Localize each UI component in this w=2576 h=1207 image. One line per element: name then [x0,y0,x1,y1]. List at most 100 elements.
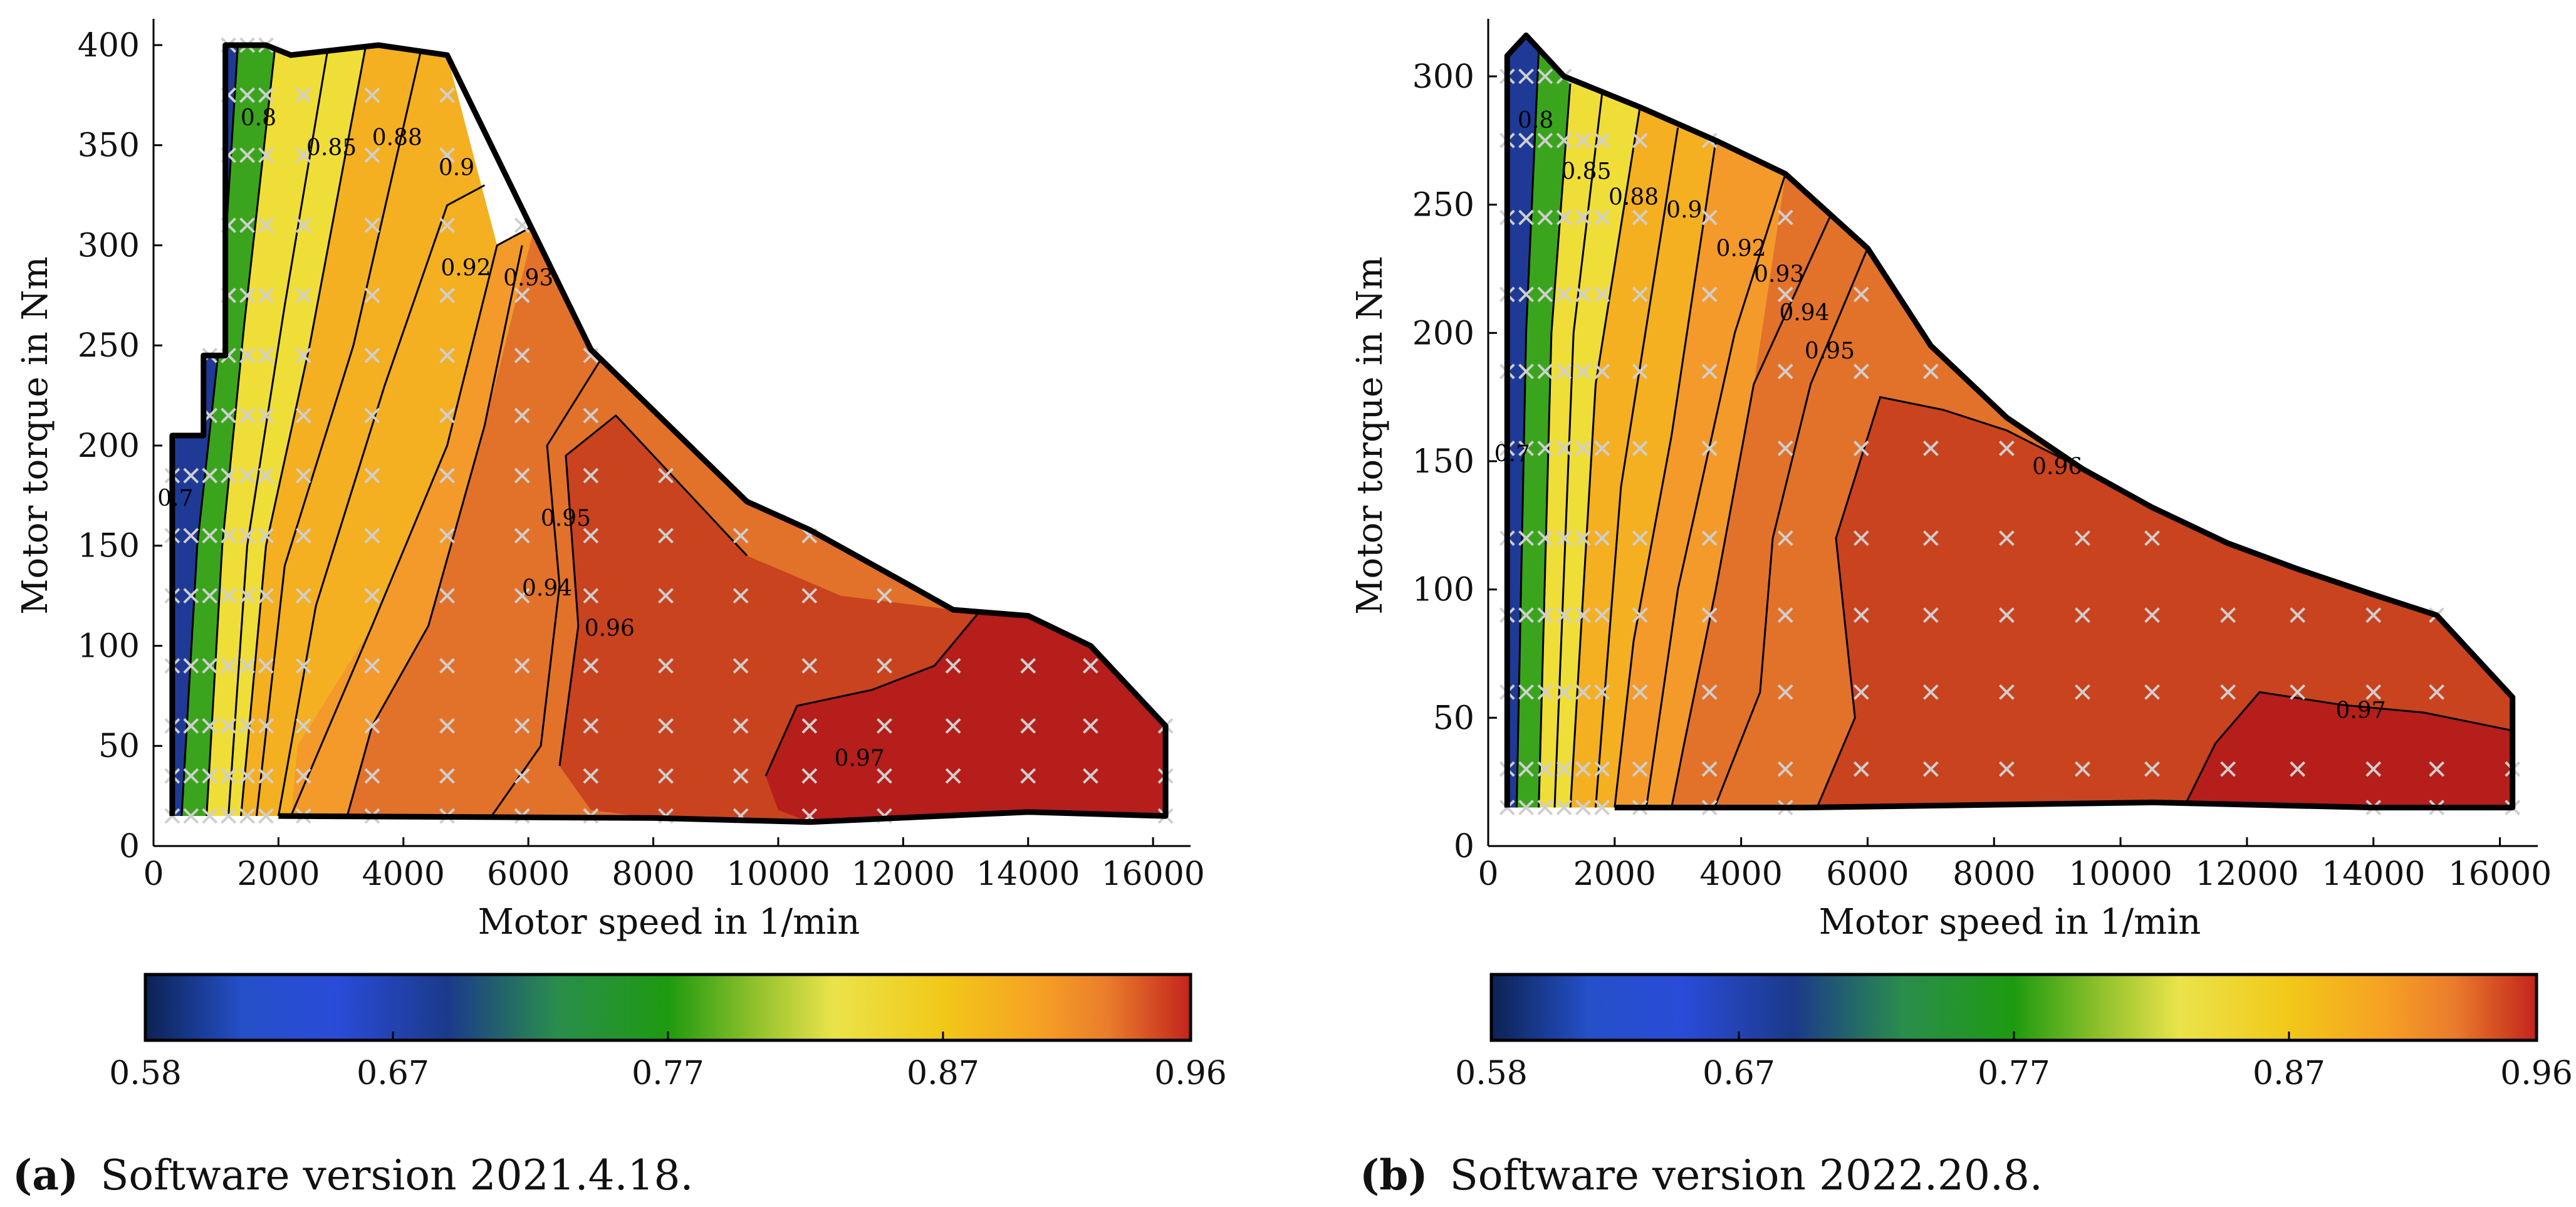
panel-a-x-tick-label: 6000 [487,855,570,893]
panel-a-sample-point [514,287,530,303]
panel-b-sample-point [1556,286,1572,303]
panel-b-sample-point [1518,530,1534,546]
panel-b-x-tick-label: 8000 [1953,855,2035,893]
panel-b-contour-0.85 [1553,94,1603,808]
panel-a-x-tick-label: 16000 [1101,855,1204,893]
panel-a-sample-point [1083,718,1098,734]
panel-b-contour-label-0.88: 0.88 [1609,185,1659,211]
panel-b-x-tick-label: 16000 [2448,855,2552,893]
panel-b-sample-point [1701,761,1718,777]
panel-a-contour-0.96 [558,414,748,766]
panel-b-sample-point [1853,530,1869,546]
panel-a-sample-point [221,468,237,484]
panel-b-sample-point [1594,761,1610,777]
panel-b-region-0.97 [2184,692,2513,808]
panel-b-sample-point [1999,530,2015,546]
panel-a-sample-point [658,528,674,544]
panel-a-sample-point [514,718,530,734]
panel-a-sample-point [364,287,380,303]
panel-a-sample-point [221,768,237,784]
panel-a-sample-point [239,718,255,734]
panel-b-sample-point [1537,441,1553,456]
panel-b-sample-point [1632,684,1648,700]
panel-b-sample-point [1777,363,1793,380]
panel-a-sample-point [439,528,455,544]
panel-a-x-tick-label: 10000 [726,855,830,893]
panel-a-sample-point [258,407,274,424]
panel-b-sample-point [1537,68,1553,85]
panel-a-sample-point [202,808,218,824]
panel-a-sample-point [239,147,255,164]
panel-a-sample-point [258,468,274,484]
panel-a-sample-point [945,768,961,784]
panel-b-sample-point [1575,441,1591,456]
panel-a-region-0.93 [291,225,535,817]
panel-a-contour-0.8 [206,45,276,817]
panel-a-sample-point [439,588,455,604]
panel-b-contour-label-0.94: 0.94 [1779,300,1829,326]
panel-a-sample-point [202,718,218,734]
panel-b-sample-point [1632,441,1648,456]
panel-b-y-tick-label: 300 [1412,58,1474,96]
panel-a-operating-boundary [169,42,1169,825]
panel-a-sample-point [295,287,311,303]
panel-b-sample-point [2429,761,2445,777]
panel-b-sample-point [1853,363,1869,380]
panel-a-sample-point [202,468,218,484]
panel-a-sample-point [258,347,274,363]
panel-b-sample-point [1518,684,1534,700]
panel-a-sample-point [877,718,892,734]
panel-b-contour-0.97 [2182,691,2513,808]
panel-b-sample-point [1777,761,1793,777]
panel-a-sample-point [439,407,455,424]
panel-a-contour-label-0.9: 0.9 [439,155,474,181]
panel-a-x-tick-label: 12000 [852,855,955,893]
panel-a-contour-0.95 [484,345,611,822]
panel-a-sample-point [514,407,530,424]
panel-a-sample-point [945,718,961,734]
panel-a-y-tick-label: 50 [98,728,140,765]
panel-b-sample-point [2365,607,2382,623]
panel-b-y-tick-label: 0 [1454,828,1474,865]
panel-b-sample-point [1701,209,1718,226]
panel-a-sample-point [239,468,255,484]
panel-a-sample-point [801,658,818,674]
panel-b-sample-point [1518,132,1534,149]
panel-b-sample-point [2365,684,2382,700]
panel-a-sample-point [258,768,274,784]
panel-a-sample-point [514,588,530,604]
panel-b-sample-point [1518,209,1534,226]
panel-a-sample-point [1020,658,1036,674]
panel-b-efficiency-map: 0 2000 4000 6000 8000 10000 12000 14000 16000 0 50… [1350,19,2552,943]
panel-b-sample-point [1777,286,1793,303]
panel-a-y-tick-label: 0 [119,828,140,865]
panel-a-sample-point [877,658,892,674]
panel-a-sample-point [183,768,199,784]
panel-a-sample-point [583,588,599,604]
panel-a-sample-point [239,808,255,824]
panel-b-sample-point [1853,761,1869,777]
panel-a-efficiency-map: 0 2000 4000 6000 8000 10000 12000 14000 16000 0 50… [15,19,1205,943]
panel-b-contour-0.95 [1708,248,1869,808]
panel-a-contour-label-0.8: 0.8 [241,105,276,131]
panel-a-sample-point [221,718,237,734]
panel-a-sample-point [295,658,311,674]
panel-a-sample-point [258,147,274,164]
panel-a-contour-0.97 [764,605,986,776]
panel-a-sample-point [658,468,674,484]
panel-b-sample-point [1518,363,1534,380]
panel-b-sample-point [2365,761,2382,777]
panel-b-colorbar-tick-label: 0.77 [1978,1055,2050,1092]
panel-a-sample-point [801,588,818,604]
panel-a-sample-point [733,718,749,734]
panel-b-sample-point [1594,286,1610,303]
panel-a-sample-point [1020,768,1036,784]
panel-a-sample-point [364,217,380,233]
panel-a-sample-point [202,658,218,674]
panel-a-sample-point [364,528,380,544]
panel-a-colorbar-tick-label: 0.87 [907,1055,979,1092]
panel-a-y-tick-label: 200 [78,427,140,465]
panel-a-sample-point [583,468,599,484]
panel-a-colorbar: 0.58 0.67 0.77 0.87 0.96 [109,973,1227,1092]
